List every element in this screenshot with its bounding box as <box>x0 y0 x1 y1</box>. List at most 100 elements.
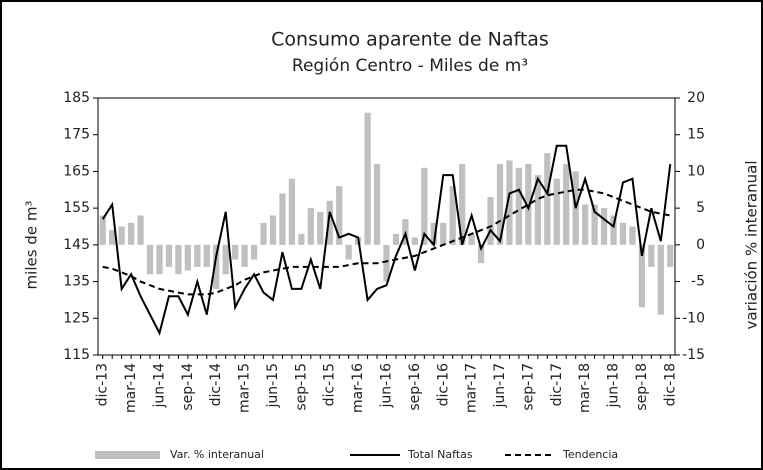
bar <box>288 178 296 245</box>
x-tick-label: dic-17 <box>549 363 565 406</box>
bar <box>194 244 201 267</box>
x-tick-label: jun-14 <box>151 363 167 409</box>
bar <box>383 244 390 282</box>
y2-tick-label: 20 <box>687 90 705 106</box>
bar <box>175 244 182 275</box>
bar <box>534 175 541 245</box>
y2-tick-label: -5 <box>691 274 705 290</box>
bar <box>317 211 324 245</box>
bar <box>487 197 494 245</box>
bar <box>459 164 466 245</box>
x-tick-label: dic-15 <box>322 363 338 406</box>
x-tick-label: sep-18 <box>634 363 650 411</box>
y-tick-label: 165 <box>63 163 90 179</box>
bar <box>667 244 674 267</box>
bar <box>496 164 504 245</box>
bar <box>411 237 418 245</box>
legend-swatch <box>95 451 160 459</box>
bar <box>610 215 617 245</box>
bar <box>525 164 532 245</box>
x-tick-label: mar-18 <box>577 363 593 413</box>
legend-label: Var. % interanual <box>170 448 264 461</box>
bar <box>345 244 352 260</box>
bar <box>619 222 627 245</box>
x-tick-label: sep-14 <box>180 363 196 411</box>
y-tick-label: 115 <box>63 347 90 363</box>
y-tick-label: 125 <box>63 310 90 326</box>
bar <box>563 164 570 245</box>
y2-tick-label: 5 <box>696 200 705 216</box>
y2-tick-label: 10 <box>687 163 705 179</box>
bar <box>241 244 248 267</box>
y-axis-label: miles de m³ <box>23 201 41 290</box>
bar <box>269 215 277 245</box>
bar <box>392 233 400 245</box>
x-tick-label: jun-16 <box>379 363 395 409</box>
x-tick-label: dic-13 <box>95 363 111 406</box>
legend-label: Total Naftas <box>407 448 473 461</box>
bar <box>118 226 125 245</box>
x-tick-label: mar-15 <box>237 363 253 413</box>
bar <box>430 222 437 245</box>
bar <box>553 178 560 245</box>
bar <box>298 233 305 245</box>
x-tick-label: sep-15 <box>293 363 309 411</box>
bar <box>600 208 608 245</box>
x-tick-label: jun-15 <box>265 363 281 409</box>
chart-title: Consumo aparente de Naftas <box>271 29 549 51</box>
legend-label: Tendencia <box>562 448 618 461</box>
bar <box>506 160 513 245</box>
bar <box>657 244 664 315</box>
x-tick-label: sep-17 <box>520 363 536 411</box>
x-tick-label: dic-16 <box>435 363 451 406</box>
bar <box>582 204 589 245</box>
y-tick-label: 135 <box>63 274 90 290</box>
bar <box>203 244 210 267</box>
bar <box>449 186 456 245</box>
x-tick-label: mar-17 <box>464 363 480 413</box>
bar <box>591 204 598 245</box>
y-tick-label: 175 <box>63 127 90 143</box>
bar <box>477 244 485 264</box>
bar <box>260 222 267 245</box>
bar <box>184 244 191 271</box>
y2-tick-label: -15 <box>682 347 705 363</box>
y2-tick-label: -10 <box>682 310 705 326</box>
bar <box>250 244 258 260</box>
y2-axis-label: variación % interanual <box>743 161 761 330</box>
y-tick-label: 145 <box>63 237 90 253</box>
bar <box>544 153 551 245</box>
line <box>102 188 671 296</box>
bar <box>421 167 428 245</box>
y2-tick-label: 15 <box>687 127 705 143</box>
bar <box>109 230 116 245</box>
bar <box>326 200 333 245</box>
bar <box>232 244 239 260</box>
bar <box>156 244 163 275</box>
x-tick-label: dic-18 <box>662 363 678 406</box>
bar <box>99 215 106 245</box>
x-tick-label: jun-18 <box>606 363 622 409</box>
bar <box>336 186 343 245</box>
x-tick-label: sep-16 <box>407 363 423 411</box>
bar <box>213 244 220 289</box>
bar <box>307 208 314 245</box>
bar <box>222 244 229 275</box>
bar <box>165 244 173 267</box>
x-tick-label: jun-17 <box>492 363 508 409</box>
bar <box>648 244 655 267</box>
bar <box>146 244 154 275</box>
bar <box>373 164 381 245</box>
bar <box>137 215 144 245</box>
y-tick-label: 155 <box>63 200 90 216</box>
bar <box>515 167 523 245</box>
bar <box>638 244 646 308</box>
x-tick-label: mar-16 <box>350 363 366 413</box>
bar <box>279 193 286 245</box>
bar <box>364 112 371 245</box>
y-tick-label: 185 <box>63 90 90 106</box>
x-tick-label: mar-14 <box>123 363 139 413</box>
y2-tick-label: 0 <box>696 237 705 253</box>
bar <box>440 222 447 245</box>
